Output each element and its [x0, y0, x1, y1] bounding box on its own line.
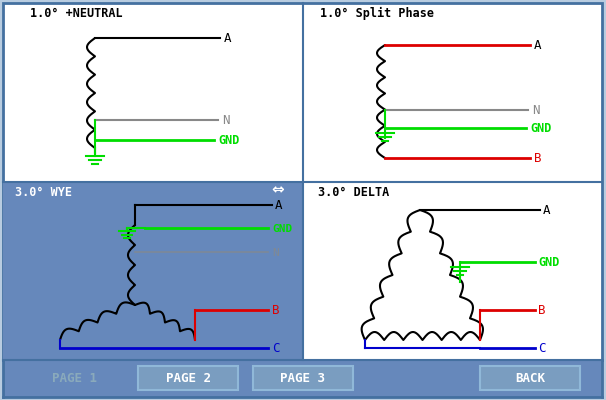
Text: 3.0° WYE: 3.0° WYE: [15, 186, 72, 199]
Text: B: B: [534, 152, 542, 165]
Text: 1.0° Split Phase: 1.0° Split Phase: [320, 7, 434, 20]
Text: B: B: [538, 304, 545, 317]
Text: PAGE 2: PAGE 2: [165, 372, 210, 384]
Text: ⇔: ⇔: [271, 182, 284, 197]
Text: A: A: [534, 39, 542, 52]
Bar: [3, 3, 602, 360]
Text: GND: GND: [530, 122, 551, 135]
Text: GND: GND: [538, 256, 559, 269]
Text: B: B: [272, 304, 279, 317]
Bar: [480, 366, 580, 390]
Text: N: N: [222, 114, 230, 127]
Bar: [253, 366, 353, 390]
Text: C: C: [272, 342, 279, 355]
Text: N: N: [532, 104, 539, 117]
Text: BACK: BACK: [515, 372, 545, 384]
Bar: [138, 366, 238, 390]
Bar: [3, 360, 602, 397]
Text: PAGE 1: PAGE 1: [53, 372, 98, 384]
Text: C: C: [538, 342, 545, 355]
Bar: [3, 182, 303, 360]
Text: A: A: [224, 32, 231, 45]
Text: PAGE 3: PAGE 3: [281, 372, 325, 384]
Text: 1.0° +NEUTRAL: 1.0° +NEUTRAL: [30, 7, 122, 20]
Text: N: N: [272, 248, 279, 258]
Text: A: A: [275, 199, 282, 212]
Text: GND: GND: [272, 224, 292, 234]
Text: 3.0° DELTA: 3.0° DELTA: [318, 186, 389, 199]
Text: GND: GND: [218, 134, 239, 147]
Text: A: A: [543, 204, 550, 217]
